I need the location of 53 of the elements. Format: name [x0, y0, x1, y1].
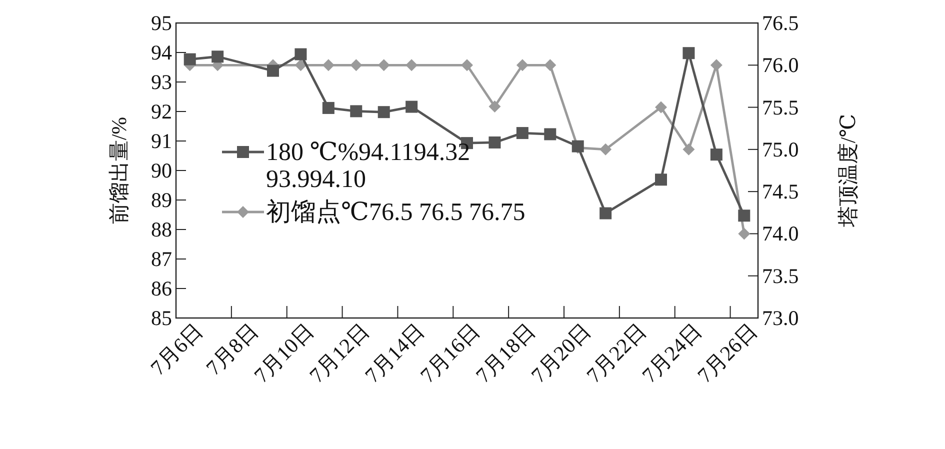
- y-tick-label: 88: [151, 218, 172, 242]
- point: [655, 174, 667, 186]
- y-tick-label: 93: [151, 70, 172, 94]
- point: [406, 100, 418, 113]
- y-tick-label: 87: [151, 247, 172, 271]
- y2-tick-label: 75.5: [762, 95, 799, 120]
- point: [655, 101, 667, 114]
- y2-axis-title: 塔顶温度/℃: [836, 114, 860, 228]
- y-tick-label: 90: [151, 158, 172, 182]
- point: [738, 210, 750, 222]
- point: [516, 127, 528, 140]
- y-axis-title: 前馏出量/%: [107, 116, 131, 224]
- y-tick-label: 94: [151, 40, 172, 64]
- point: [600, 143, 612, 156]
- point: [406, 59, 418, 72]
- point: [488, 100, 501, 112]
- y-tick-label: 85: [151, 306, 172, 330]
- point: [461, 59, 473, 72]
- point: [544, 59, 556, 72]
- point: [710, 148, 722, 161]
- point: [738, 228, 750, 240]
- point: [322, 102, 334, 114]
- y2-tick-label: 73.5: [762, 264, 799, 288]
- point: [544, 128, 556, 140]
- point: [378, 59, 390, 72]
- y2-tick-label: 76.5: [762, 11, 799, 35]
- y-tick-label: 95: [151, 11, 172, 35]
- y2-tick-label: 74.5: [762, 180, 799, 204]
- point: [294, 48, 307, 60]
- legend-label: 180 ℃%94.1194.32 93.994.10: [266, 139, 470, 193]
- point: [682, 143, 695, 156]
- legend-label: 初馏点℃76.5 76.5 76.75: [266, 198, 526, 226]
- point: [350, 105, 362, 118]
- point: [350, 59, 362, 72]
- y-tick-label: 86: [151, 276, 172, 300]
- point: [322, 59, 334, 72]
- point: [212, 50, 224, 63]
- y2-tick-label: 74.0: [762, 222, 799, 246]
- y-tick-label: 91: [151, 129, 172, 153]
- point: [516, 59, 528, 72]
- y2-tick-label: 75.0: [762, 137, 799, 162]
- point: [488, 136, 501, 148]
- point: [184, 53, 196, 66]
- point: [294, 59, 307, 72]
- y-tick-label: 92: [151, 100, 172, 124]
- point: [600, 207, 612, 220]
- y2-tick-label: 76.0: [762, 53, 799, 78]
- point: [710, 59, 722, 72]
- y-tick-label: 89: [151, 188, 172, 212]
- point: [378, 106, 390, 118]
- y2-tick-label: 73.0: [762, 306, 799, 330]
- point: [682, 47, 695, 60]
- point: [267, 64, 279, 77]
